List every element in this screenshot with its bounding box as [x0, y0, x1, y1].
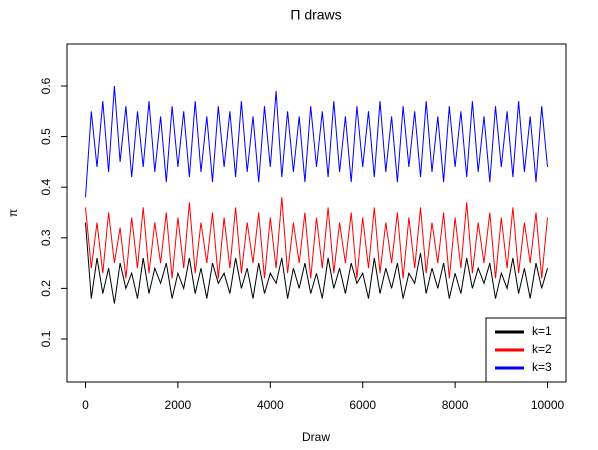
legend-label: k=2: [532, 342, 552, 356]
series-line: [85, 85, 548, 198]
y-tick-label: 0.1: [39, 330, 53, 347]
y-tick-label: 0.3: [39, 229, 53, 246]
x-tick-label: 6000: [349, 398, 376, 412]
legend-label: k=1: [532, 324, 552, 338]
x-tick-label: 8000: [442, 398, 469, 412]
x-tick-label: 2000: [165, 398, 192, 412]
series-line: [85, 197, 548, 279]
y-tick-label: 0.4: [39, 179, 53, 196]
chart-title: Π draws: [290, 7, 341, 23]
series-line: [85, 222, 548, 304]
y-tick-label: 0.5: [39, 128, 53, 145]
y-tick-label: 0.6: [39, 77, 53, 94]
x-tick-label: 10000: [531, 398, 565, 412]
legend-label: k=3: [532, 360, 552, 374]
x-tick-label: 0: [82, 398, 89, 412]
x-tick-label: 4000: [257, 398, 284, 412]
plot-frame: [66, 43, 567, 383]
y-axis-label: π: [6, 209, 20, 217]
x-axis-label: Draw: [302, 430, 330, 444]
y-tick-label: 0.2: [39, 280, 53, 297]
